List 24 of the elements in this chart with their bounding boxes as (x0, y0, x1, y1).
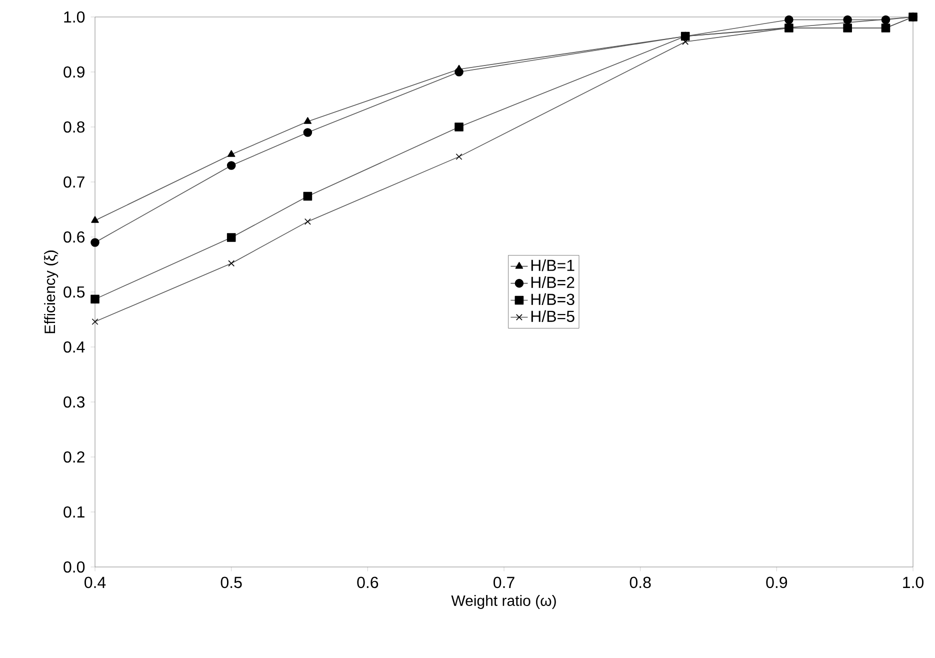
x-tick-label: 0.7 (494, 576, 514, 588)
y-tick-label: 0.5 (64, 286, 85, 298)
x-tick-label: 0.4 (84, 576, 106, 588)
y-tick-label: 0.6 (64, 231, 85, 243)
y-tick-label: 0.2 (64, 451, 84, 463)
legend-label: H/B=3 (531, 293, 574, 306)
x-tick-label: 0.6 (357, 576, 378, 588)
y-tick-label: 0.8 (64, 121, 85, 133)
y-tick-label: 0.3 (64, 396, 85, 408)
y-tick-label: 0.1 (64, 506, 84, 518)
y-tick-label: 0.7 (64, 176, 84, 188)
y-axis-title: Efficiency (ξ) (44, 250, 58, 334)
y-tick-label: 1.0 (64, 11, 85, 23)
legend-label: H/B=2 (531, 276, 574, 288)
legend-label: H/B=1 (531, 259, 574, 272)
x-tick-label: 1.0 (903, 576, 924, 588)
y-tick-label: 0.4 (64, 341, 85, 353)
x-tick-label: 0.5 (220, 576, 242, 588)
legend-label: H/B=5 (531, 310, 574, 322)
x-tick-label: 0.8 (630, 576, 651, 588)
x-axis-title: Weight ratio (ω) (451, 594, 556, 609)
y-tick-label: 0.0 (64, 561, 85, 573)
y-tick-label: 0.9 (64, 66, 84, 78)
x-tick-label: 0.9 (766, 576, 788, 588)
